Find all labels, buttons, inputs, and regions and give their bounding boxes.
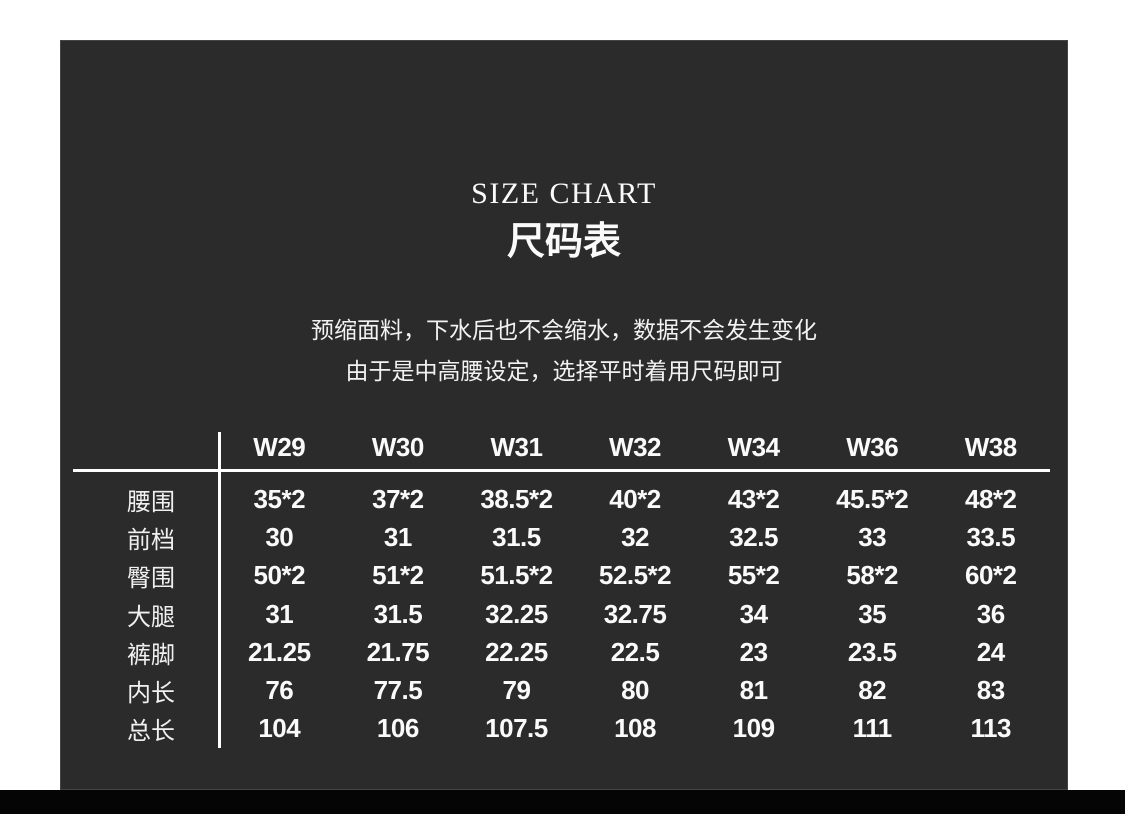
cell: 23 [739,636,768,667]
cell: 76 [265,675,294,706]
table-row-thigh: 大腿 31 31.5 32.25 32.75 34 35 36 [60,595,1050,633]
note-line-2: 由于是中高腰设定，选择平时着用尺码即可 [345,358,783,384]
table-row-total-length: 总长 104 106 107.5 108 109 111 113 [60,710,1050,748]
note-line-1: 预缩面料，下水后也不会缩水，数据不会发生变化 [311,317,817,343]
cell: 51*2 [372,560,424,591]
cell: 80 [621,675,649,706]
column-header-w36: W36 [846,431,899,462]
bottom-black-bar [0,790,1125,814]
cell: 52.5*2 [598,560,672,591]
cell: 81 [739,675,768,706]
column-header-w31: W31 [490,431,543,462]
cell: 33.5 [966,521,1016,552]
cell: 51.5*2 [480,560,553,591]
cell: 55*2 [727,560,780,591]
label-column-divider-line [218,432,221,748]
column-header-w32: W32 [609,431,661,462]
cell: 31.5 [373,598,423,629]
cell: 24 [976,636,1005,667]
cell: 50*2 [253,560,306,591]
row-label: 裤脚 [127,641,175,669]
row-label: 大腿 [127,603,175,631]
table-body: 腰围 35*2 37*2 38.5*2 40*2 43*2 45.5*2 48*… [60,472,1050,748]
cell: 107.5 [485,713,548,744]
cell: 60*2 [965,560,1017,591]
cell: 21.25 [248,636,311,667]
size-chart-panel: SIZE CHART 尺码表 预缩面料，下水后也不会缩水，数据不会发生变化 由于… [60,40,1068,790]
cell: 31 [265,598,294,629]
cell: 34 [739,598,768,629]
header-divider-line [73,469,1050,472]
row-label: 腰围 [127,488,175,516]
cell: 79 [502,675,531,706]
cell: 32.5 [729,521,778,552]
size-chart-title-en: SIZE CHART [471,177,657,210]
cell: 104 [258,713,301,744]
table-row-inseam: 内长 76 77.5 79 80 81 82 83 [60,671,1050,709]
column-header-w34: W34 [727,431,780,462]
cell: 32 [621,521,649,552]
table-row-leg-opening: 裤脚 21.25 21.75 22.25 22.5 23 23.5 24 [60,633,1050,671]
cell: 32.75 [603,598,667,629]
cell: 33 [858,521,887,552]
cell: 31 [383,521,412,552]
row-label: 内长 [127,680,175,708]
column-header-w29: W29 [253,431,306,462]
column-header-w30: W30 [371,431,424,462]
cell: 38.5*2 [480,483,553,514]
table-row-front-rise: 前档 30 31 31.5 32 32.5 33 33.5 [60,518,1050,556]
cell: 35 [858,598,887,629]
cell: 40*2 [609,483,661,514]
row-label: 臀围 [127,565,175,593]
cell: 23.5 [847,636,897,667]
table-row-hip: 臀围 50*2 51*2 51.5*2 52.5*2 55*2 58*2 60*… [60,557,1050,595]
cell: 82 [858,675,887,706]
table-row-waist: 腰围 35*2 37*2 38.5*2 40*2 43*2 45.5*2 48*… [60,480,1050,518]
cell: 35*2 [253,483,306,514]
cell: 32.25 [485,598,548,629]
cell: 58*2 [846,560,898,591]
cell: 22.5 [610,636,660,667]
cell: 21.75 [366,636,430,667]
cell: 108 [614,713,656,744]
cell: 30 [265,521,294,552]
cell: 83 [976,675,1005,706]
cell: 111 [852,713,893,744]
size-chart-title-zh: 尺码表 [506,221,621,263]
cell: 48*2 [965,483,1017,514]
cell: 31.5 [492,521,541,552]
cell: 45.5*2 [836,483,909,514]
cell: 37*2 [372,483,424,514]
cell: 22.25 [485,636,548,667]
cell: 106 [376,713,419,744]
row-label: 前档 [127,526,175,554]
table-header-row: W29 W30 W31 W32 W34 W36 W38 [60,428,1050,466]
cell: 43*2 [727,483,780,514]
cell: 113 [970,713,1012,744]
row-label: 总长 [127,718,175,746]
cell: 77.5 [373,675,423,706]
cell: 109 [732,713,775,744]
cell: 36 [976,598,1005,629]
column-header-w38: W38 [964,431,1017,462]
